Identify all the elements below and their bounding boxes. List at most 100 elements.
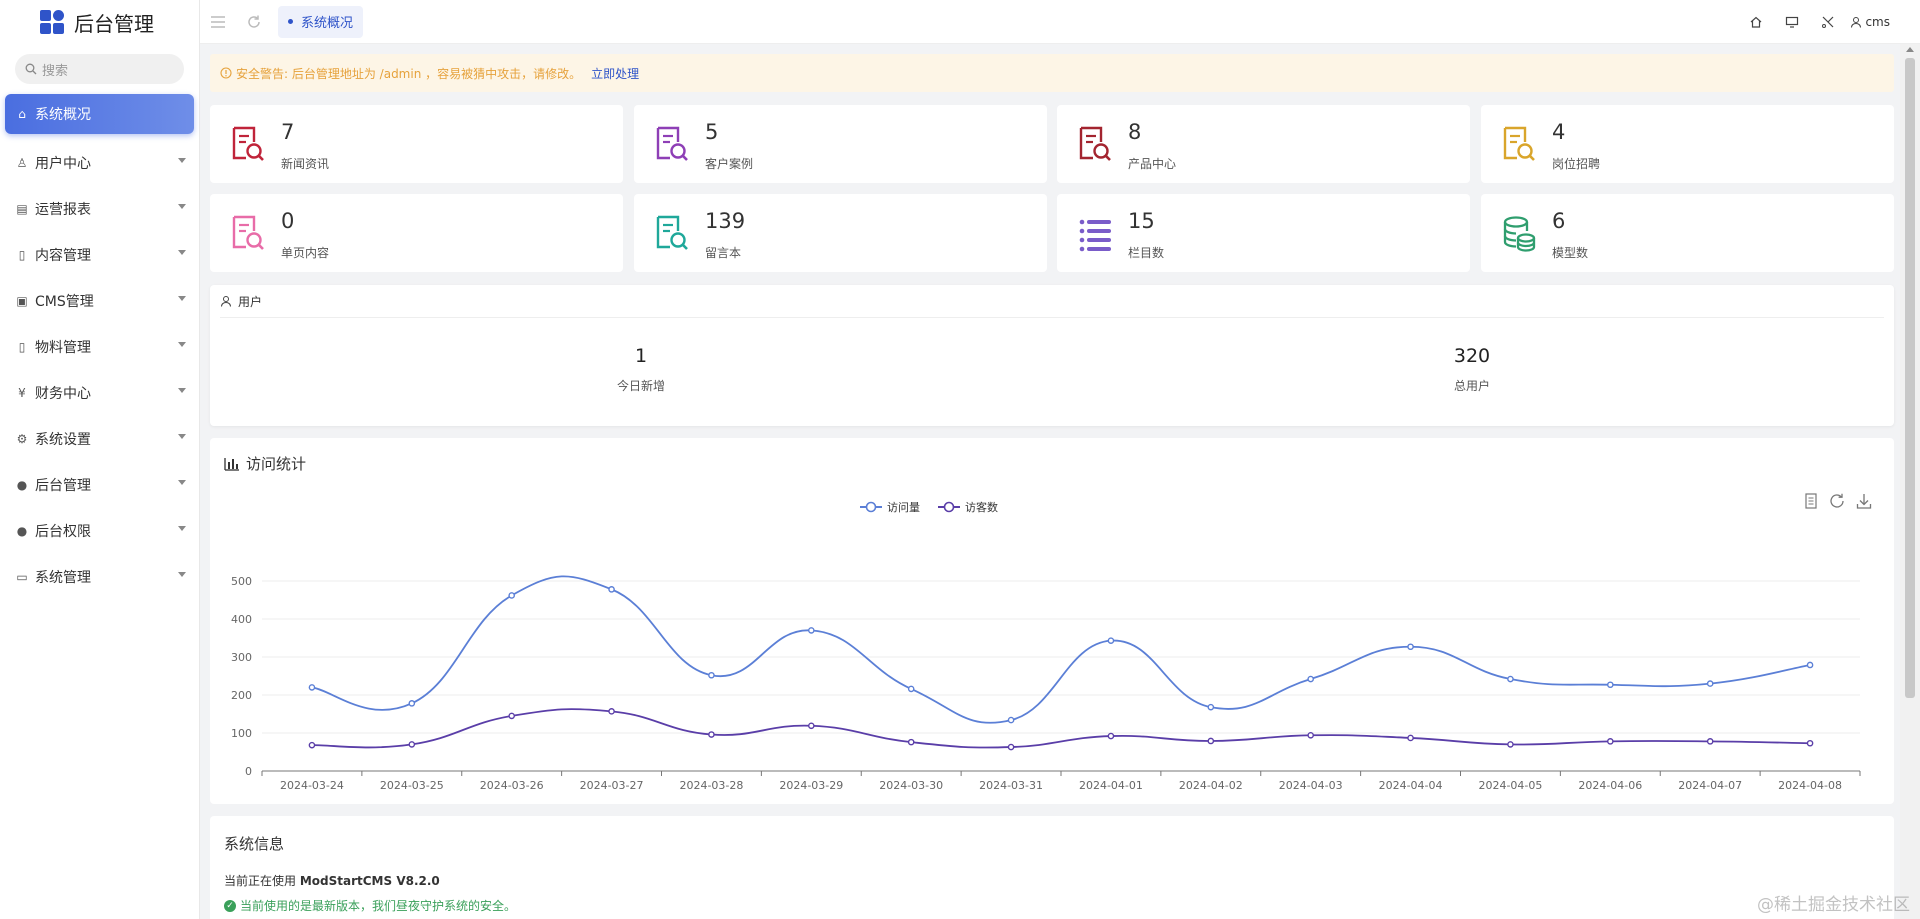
y-tick-label: 500 bbox=[231, 575, 252, 588]
x-tick-label: 2024-03-29 bbox=[779, 779, 843, 792]
user-circle-icon: ● bbox=[16, 524, 28, 538]
version-prefix: 当前正在使用 bbox=[224, 874, 297, 888]
data-point bbox=[1307, 731, 1314, 739]
topbar: 系统概况 cms bbox=[200, 0, 1920, 44]
y-tick-label: 300 bbox=[231, 651, 252, 664]
chevron-down-icon bbox=[178, 526, 186, 531]
data-point bbox=[1107, 732, 1115, 740]
scrollbar-thumb[interactable] bbox=[1905, 58, 1915, 698]
sidebar-item-admin[interactable]: ● 后台管理 bbox=[0, 462, 199, 508]
restore-icon[interactable] bbox=[1828, 492, 1846, 510]
x-tick-label: 2024-03-30 bbox=[879, 779, 943, 792]
stat-card[interactable]: 4 岗位招聘 bbox=[1481, 105, 1894, 183]
x-tick-label: 2024-04-06 bbox=[1578, 779, 1642, 792]
stat-card[interactable]: 5 客户案例 bbox=[634, 105, 1047, 183]
sidebar-item-finance[interactable]: ¥ 财务中心 bbox=[0, 370, 199, 416]
user-icon bbox=[1851, 17, 1862, 28]
chevron-down-icon bbox=[178, 158, 186, 163]
sidebar-item-label: CMS管理 bbox=[35, 294, 94, 310]
scroll-up-icon[interactable] bbox=[1906, 47, 1914, 52]
sidebar: 后台管理 搜索 ⌂ 系统概况 ♙ 用户中心 ▤ 运营报表 ▯ 内容管理 ▣ CMS管理 ▯… bbox=[0, 0, 200, 919]
chevron-down-icon bbox=[178, 388, 186, 393]
stat-card[interactable]: 6 模型数 bbox=[1481, 194, 1894, 272]
file-icon: ▯ bbox=[18, 248, 26, 262]
data-point bbox=[1706, 680, 1714, 687]
data-point bbox=[1806, 661, 1814, 669]
data-point bbox=[1207, 737, 1215, 745]
chevron-down-icon bbox=[178, 480, 186, 485]
stat-label: 留言本 bbox=[705, 246, 742, 260]
version-name: ModStartCMS V8.2.0 bbox=[299, 874, 440, 888]
x-tick-label: 2024-03-27 bbox=[580, 779, 644, 792]
users-card: 用户 1 今日新增 320 总用户 bbox=[210, 285, 1894, 426]
sidebar-item-cms[interactable]: ▣ CMS管理 bbox=[0, 278, 199, 324]
sidebar-menu: ⌂ 系统概况 ♙ 用户中心 ▤ 运营报表 ▯ 内容管理 ▣ CMS管理 ▯ 物料管理 ¥ 财务… bbox=[0, 94, 199, 600]
data-point bbox=[1207, 703, 1215, 711]
visits-card: 访问统计 0 100 200 300 400 500 2024-03-24 2024-03-2… bbox=[210, 438, 1894, 804]
monitor-icon[interactable] bbox=[1774, 15, 1810, 29]
stat-value: 4 bbox=[1552, 120, 1566, 144]
stat-label: 模型数 bbox=[1552, 246, 1589, 260]
data-point bbox=[408, 741, 416, 748]
alert-fix-link[interactable]: 立即处理 bbox=[591, 66, 640, 81]
sidebar-item-overview[interactable]: ⌂ 系统概况 bbox=[5, 94, 194, 134]
data-point bbox=[907, 685, 915, 693]
gear-icon: ⚙ bbox=[16, 432, 28, 446]
stat-card[interactable]: 0 单页内容 bbox=[210, 194, 623, 272]
sidebar-item-label: 财务中心 bbox=[35, 386, 91, 402]
sidebar-item-system[interactable]: ▭ 系统管理 bbox=[0, 554, 199, 600]
chevron-down-icon bbox=[178, 342, 186, 347]
data-view-icon[interactable] bbox=[1802, 492, 1820, 510]
sidebar-item-materials[interactable]: ▯ 物料管理 bbox=[0, 324, 199, 370]
system-info-title: 系统信息 bbox=[224, 835, 285, 853]
sidebar-item-settings[interactable]: ⚙ 系统设置 bbox=[0, 416, 199, 462]
data-point bbox=[1607, 681, 1614, 689]
data-point bbox=[508, 592, 515, 599]
stat-value: 8 bbox=[1128, 120, 1142, 144]
chevron-down-icon bbox=[178, 250, 186, 255]
latest-version-notice: ✓ 当前使用的是最新版本，我们昼夜守护系统的安全。 bbox=[224, 897, 516, 914]
tools-icon[interactable] bbox=[1810, 15, 1846, 29]
user-menu[interactable]: cms bbox=[1850, 15, 1890, 29]
stat-card[interactable]: 8 产品中心 bbox=[1057, 105, 1470, 183]
download-icon[interactable] bbox=[1855, 492, 1873, 510]
sidebar-item-reports[interactable]: ▤ 运营报表 bbox=[0, 186, 199, 232]
sidebar-item-permissions[interactable]: ● 后台权限 bbox=[0, 508, 199, 554]
security-alert: 安全警告: 后台管理地址为 /admin ，容易被猜中攻击，请修改。 立即处理 bbox=[210, 54, 1894, 92]
sidebar-item-label: 内容管理 bbox=[35, 248, 91, 264]
visits-line-chart: 0 100 200 300 400 500 2024-03-24 2024-03-25 2024… bbox=[231, 500, 1861, 792]
user-icon bbox=[221, 296, 231, 307]
data-point bbox=[1007, 716, 1015, 724]
sidebar-search-input[interactable]: 搜索 bbox=[15, 54, 184, 84]
x-tick-label: 2024-04-02 bbox=[1179, 779, 1243, 792]
doc-search-icon bbox=[232, 126, 264, 161]
stat-value: 0 bbox=[281, 209, 295, 233]
page-scrollbar[interactable] bbox=[1900, 44, 1920, 919]
sidebar-item-content[interactable]: ▯ 内容管理 bbox=[0, 232, 199, 278]
data-point bbox=[1507, 675, 1514, 683]
stat-card[interactable]: 15 栏目数 bbox=[1057, 194, 1470, 272]
stat-value: 7 bbox=[281, 120, 295, 144]
x-tick-label: 2024-03-28 bbox=[679, 779, 743, 792]
home-icon[interactable] bbox=[1738, 15, 1774, 29]
menu-toggle-icon[interactable] bbox=[200, 0, 236, 44]
stat-label: 单页内容 bbox=[281, 246, 330, 260]
x-tick-label: 2024-03-31 bbox=[979, 779, 1043, 792]
sidebar-item-label: 后台权限 bbox=[35, 524, 91, 540]
doc-search-icon bbox=[656, 215, 688, 250]
x-tick-label: 2024-03-25 bbox=[380, 779, 444, 792]
stat-card[interactable]: 7 新闻资讯 bbox=[210, 105, 623, 183]
chart-icon: ▤ bbox=[16, 202, 28, 216]
refresh-icon[interactable] bbox=[236, 0, 272, 44]
y-tick-label: 200 bbox=[231, 689, 252, 702]
x-tick-label: 2024-04-08 bbox=[1778, 779, 1842, 792]
bar-chart-icon bbox=[224, 457, 239, 471]
brand[interactable]: 后台管理 bbox=[0, 0, 199, 44]
tab-overview[interactable]: 系统概况 bbox=[278, 5, 364, 38]
legend-marker-icon bbox=[865, 501, 877, 513]
stat-card[interactable]: 139 留言本 bbox=[634, 194, 1047, 272]
sidebar-item-user-center[interactable]: ♙ 用户中心 bbox=[0, 140, 199, 186]
monitor-icon: ▭ bbox=[16, 570, 28, 584]
doc-search-icon bbox=[1079, 126, 1111, 161]
total-users-value: 320 bbox=[1453, 345, 1491, 367]
